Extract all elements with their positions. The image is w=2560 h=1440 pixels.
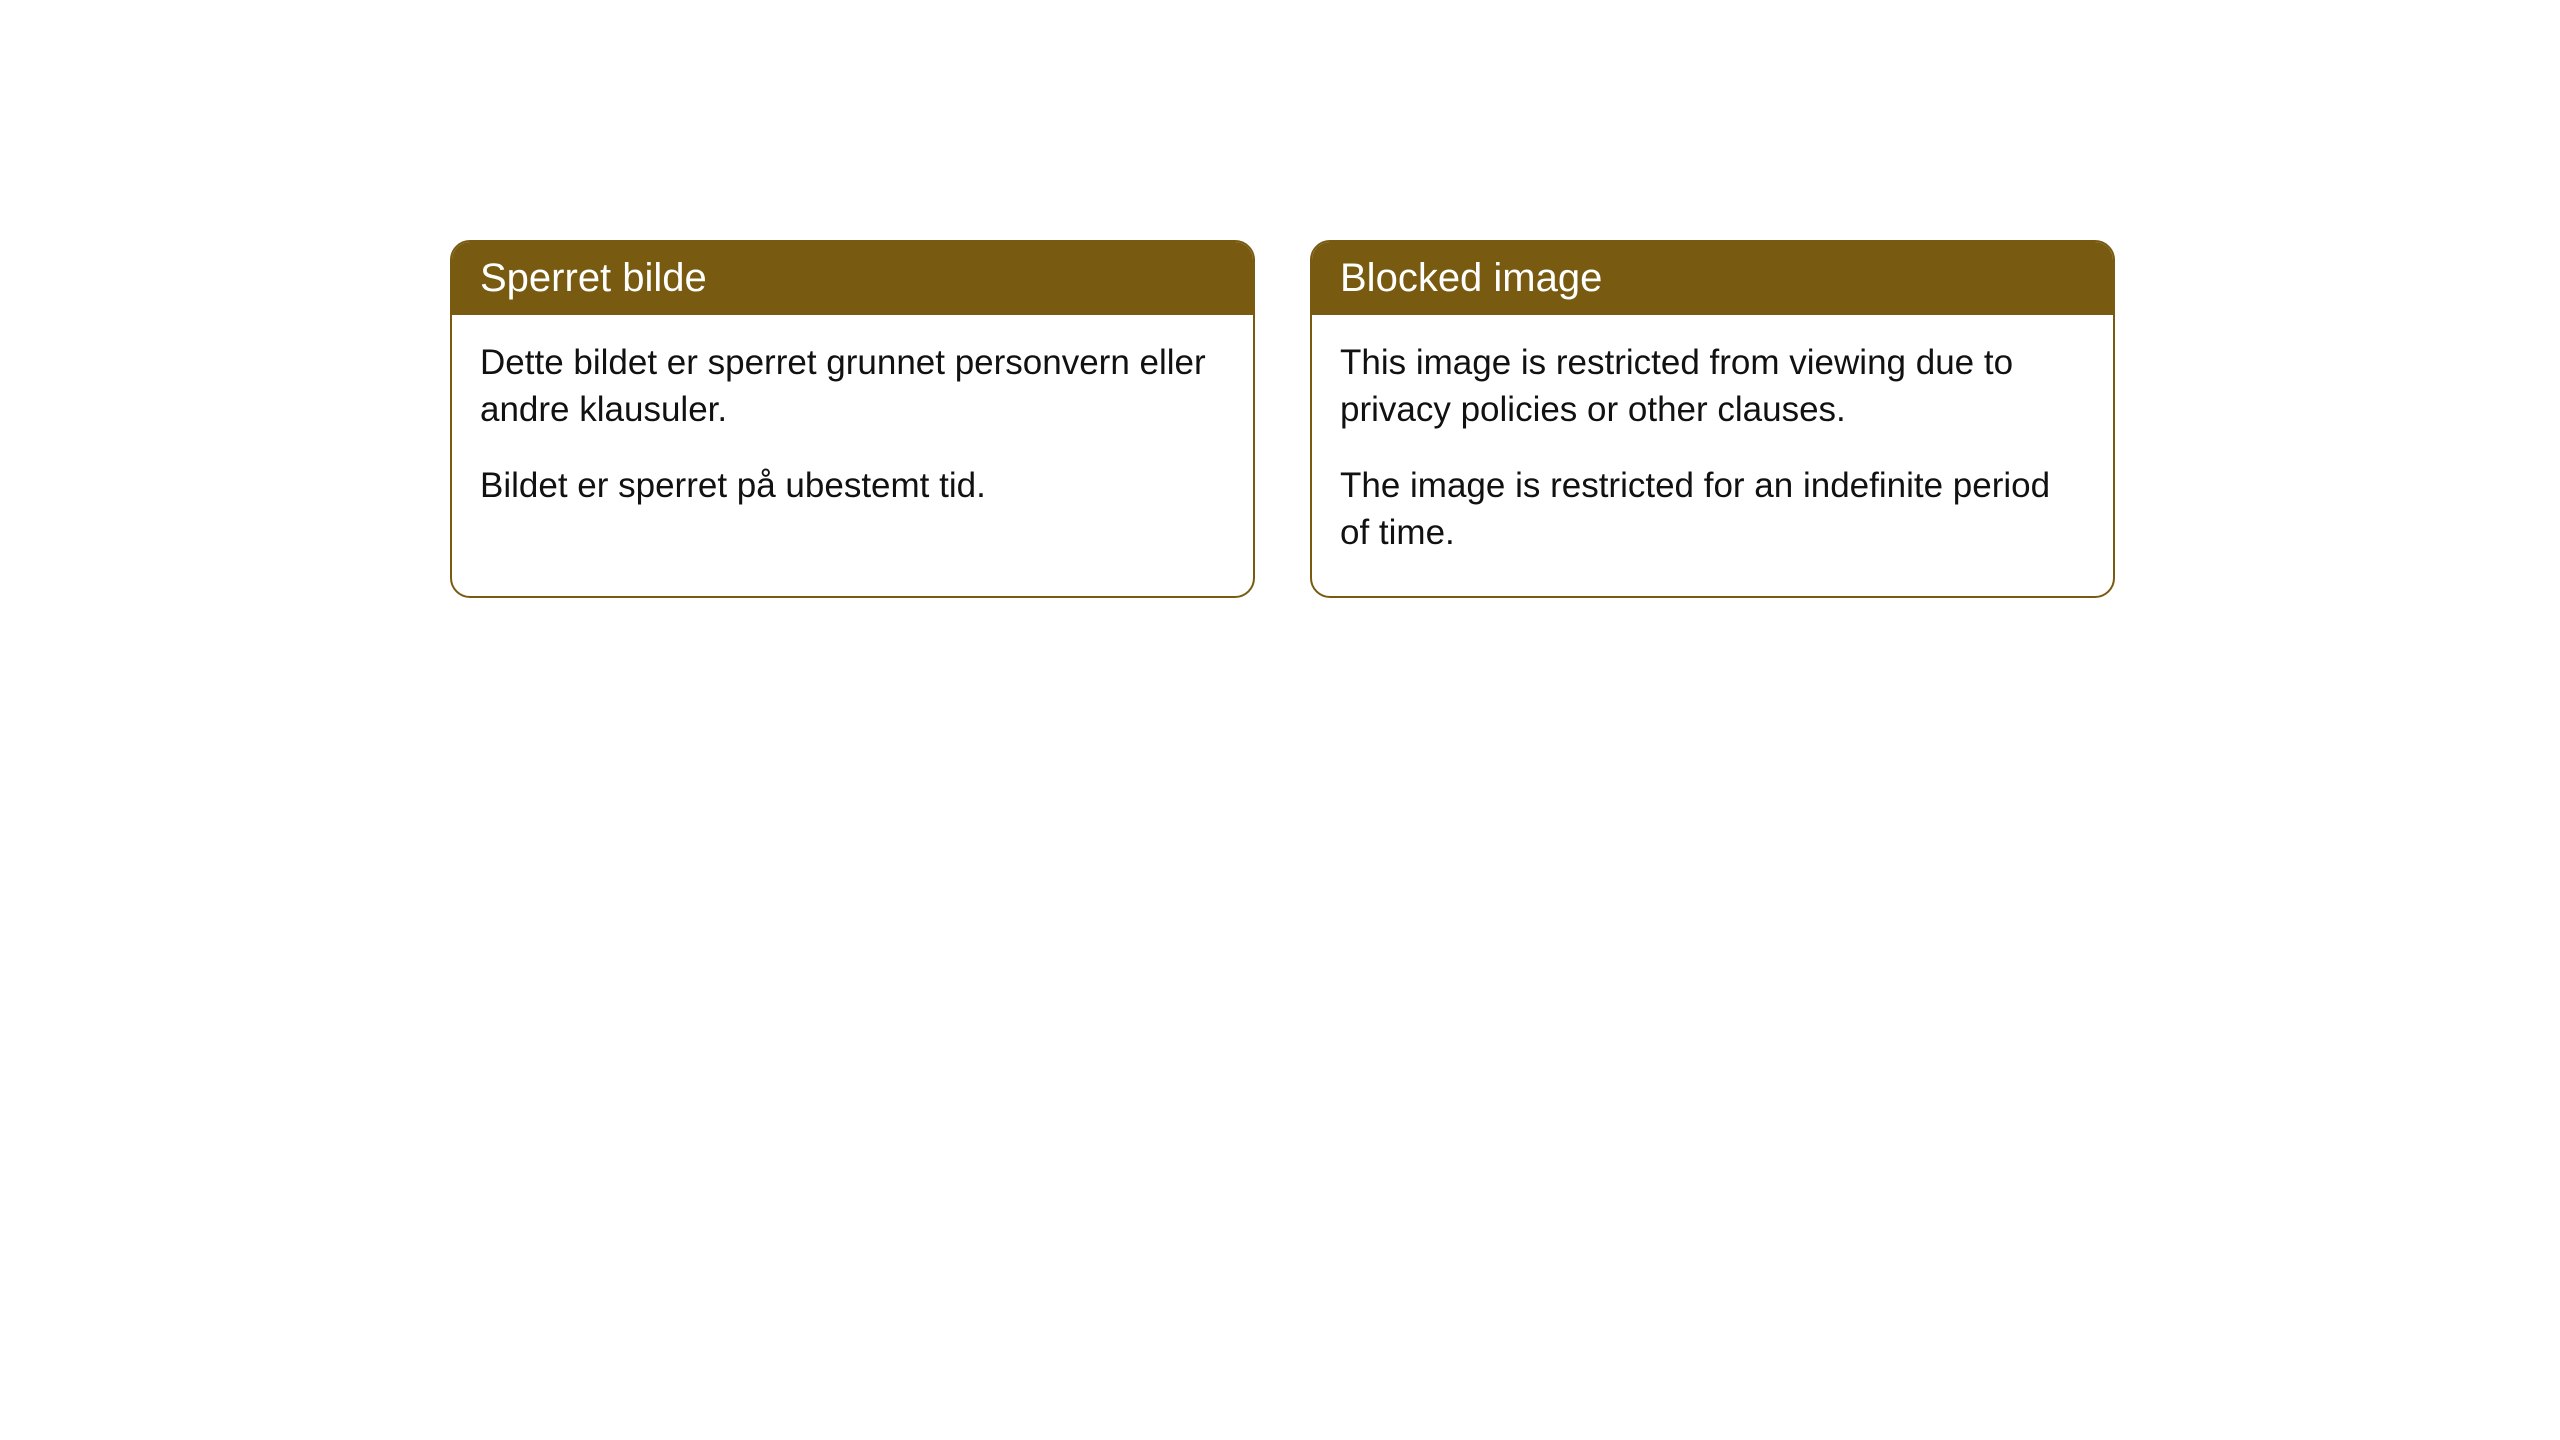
card-paragraph: Dette bildet er sperret grunnet personve… bbox=[480, 339, 1225, 434]
card-header: Sperret bilde bbox=[452, 242, 1253, 315]
card-body: Dette bildet er sperret grunnet personve… bbox=[452, 315, 1253, 549]
card-paragraph: The image is restricted for an indefinit… bbox=[1340, 462, 2085, 557]
card-paragraph: This image is restricted from viewing du… bbox=[1340, 339, 2085, 434]
cards-container: Sperret bilde Dette bildet er sperret gr… bbox=[0, 0, 2560, 598]
card-paragraph: Bildet er sperret på ubestemt tid. bbox=[480, 462, 1225, 509]
card-title: Sperret bilde bbox=[480, 256, 707, 300]
blocked-image-card-norwegian: Sperret bilde Dette bildet er sperret gr… bbox=[450, 240, 1255, 598]
card-title: Blocked image bbox=[1340, 256, 1602, 300]
card-header: Blocked image bbox=[1312, 242, 2113, 315]
card-body: This image is restricted from viewing du… bbox=[1312, 315, 2113, 596]
blocked-image-card-english: Blocked image This image is restricted f… bbox=[1310, 240, 2115, 598]
